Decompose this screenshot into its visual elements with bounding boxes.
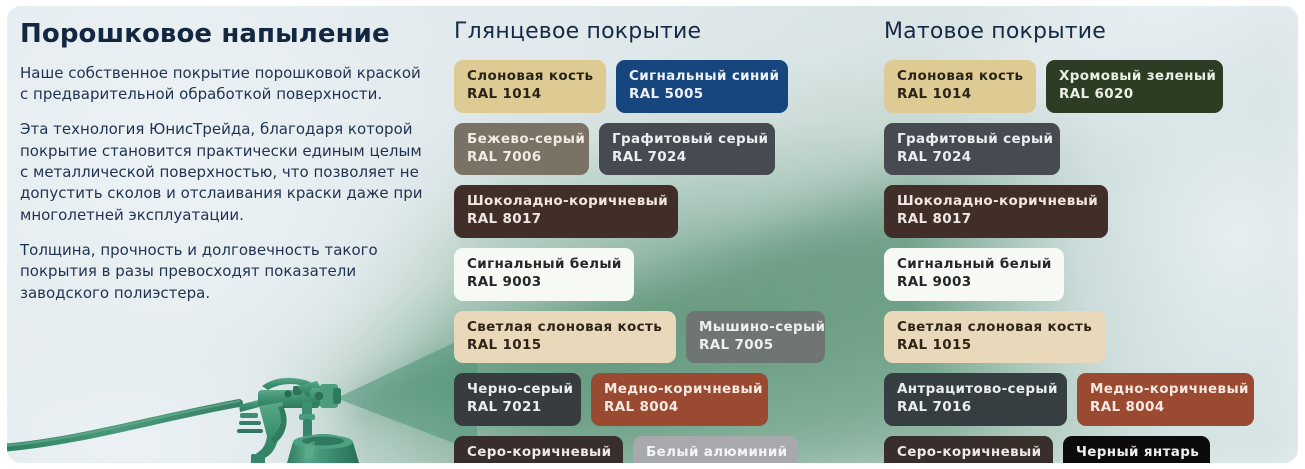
swatch-row: Светлая слоновая кость RAL 1015 Мышино-сер… [454, 310, 854, 364]
color-swatch-name: Медно-коричневый [604, 381, 763, 398]
color-swatch-name: Шоколадно-коричневый [467, 193, 669, 210]
color-swatch-name: Графитовый серый [612, 130, 769, 147]
intro-panel: Порошковое напыление Наше собственное по… [20, 19, 432, 304]
color-swatch-name: Слоновая кость [467, 68, 594, 85]
swatch-row: Слоновая кость RAL 1014 Хромовый зеленый RA… [884, 60, 1284, 113]
color-swatch[interactable]: Черный янтарь RAL 9005 [1063, 435, 1210, 463]
color-swatch[interactable]: Серо-коричневый RAL 8019 [454, 435, 623, 463]
color-swatch-name: Хромовый зеленый [1059, 68, 1217, 85]
intro-paragraph-2: Эта технология ЮнисТрейда, благодаря кот… [20, 120, 423, 224]
color-swatch-name: Медно-коричневый [1090, 381, 1249, 398]
color-swatch-code: RAL 7005 [699, 336, 774, 353]
swatch-row: Слоновая кость RAL 1014 Сигнальный синий RA… [454, 60, 854, 113]
swatch-row: Сигнальный белый RAL 9003 [454, 248, 854, 301]
color-swatch-code: RAL 7016 [897, 399, 972, 416]
color-swatch-code: RAL 8004 [1090, 399, 1165, 416]
spray-gun-illustration [7, 332, 477, 463]
color-swatch-code: RAL 7006 [467, 148, 542, 165]
color-swatch-code: RAL 7024 [612, 148, 687, 165]
swatch-row: Антрацитово-серый RAL 7016 Медно-коричневы… [884, 373, 1284, 426]
color-swatch-code: RAL 9006 [646, 462, 785, 463]
color-swatch-name: Черный янтарь [1076, 443, 1200, 460]
color-swatch-code: RAL 9003 [897, 273, 972, 290]
paint-cup [287, 434, 359, 463]
color-swatch-name: Серо-коричневый [897, 443, 1042, 460]
color-swatch-code: RAL 1014 [897, 86, 972, 102]
color-swatch-name: Слоновая кость [897, 68, 1024, 85]
matte-swatch-list: Слоновая кость RAL 1014 Хромовый зеленый RA… [884, 60, 1284, 463]
swatch-row: Шоколадно-коричневый RAL 8017 [884, 185, 1284, 239]
color-swatch-code: RAL 8019 [897, 462, 1040, 463]
color-swatch-code: RAL 6020 [1059, 86, 1134, 102]
color-swatch[interactable]: Графитовый серый RAL 7024 [884, 122, 1060, 176]
color-swatch-code: RAL 5005 [629, 86, 704, 102]
color-swatch-code: RAL 9003 [467, 273, 542, 290]
hose-highlight [7, 399, 241, 447]
color-swatch-code: RAL 8017 [897, 211, 972, 228]
color-swatch[interactable]: Хромовый зеленый RAL 6020 [1046, 60, 1223, 113]
color-swatch[interactable]: Слоновая кость RAL 1014 [884, 60, 1036, 113]
color-swatch-name: Светлая слоновая кость [897, 318, 1093, 335]
color-swatch-name: Сигнальный синий [629, 68, 780, 85]
color-swatch-name: Мышино-серый [699, 318, 826, 335]
swatch-row: Шоколадно-коричневый RAL 8017 [454, 185, 854, 239]
matte-coating-column: Матовое покрытие Слоновая кость RAL 1014 Х… [884, 19, 1284, 463]
color-swatch[interactable]: Сигнальный белый RAL 9003 [884, 248, 1064, 301]
color-swatch-name: Сигнальный белый [467, 256, 622, 273]
color-swatch[interactable]: Графитовый серый RAL 7024 [599, 122, 775, 176]
color-swatch-code: RAL 9005 [1076, 462, 1197, 463]
color-swatch-code: RAL 7024 [897, 148, 972, 165]
color-swatch-code: RAL 1015 [897, 336, 972, 353]
color-swatch[interactable]: Бежево-серый RAL 7006 [454, 122, 589, 176]
color-swatch-code: RAL 1014 [467, 86, 542, 102]
color-swatch-name: Черно-серый [467, 381, 574, 398]
color-swatch-name: Сигнальный белый [897, 256, 1052, 273]
color-swatch[interactable]: Антрацитово-серый RAL 7016 [884, 373, 1067, 426]
glossy-swatch-list: Слоновая кость RAL 1014 Сигнальный синий RA… [454, 60, 854, 463]
swatch-row: Сигнальный белый RAL 9003 [884, 248, 1284, 301]
intro-paragraph-1: Наше собственное покрытие порошковой кра… [20, 63, 421, 104]
color-swatch-name: Антрацитово-серый [897, 381, 1058, 398]
matte-coating-title: Матовое покрытие [884, 19, 1107, 44]
hose [7, 399, 243, 452]
page-title: Порошковое напыление [20, 19, 390, 49]
glossy-coating-title: Глянцевое покрытие [454, 19, 702, 44]
glossy-coating-column: Глянцевое покрытие Слоновая кость RAL 101… [454, 19, 854, 463]
swatch-row: Светлая слоновая кость RAL 1015 [884, 310, 1284, 364]
color-swatch[interactable]: Белый алюминий RAL 9006 [633, 435, 798, 463]
color-swatch-name: Шоколадно-коричневый [897, 193, 1099, 210]
color-swatch[interactable]: Мышино-серый RAL 7005 [686, 310, 826, 364]
color-swatch-name: Серо-коричневый [467, 443, 612, 460]
intro-paragraph-3: Толщина, прочность и долговечность таког… [20, 240, 378, 302]
color-swatch[interactable]: Светлая слоновая кость RAL 1015 [884, 310, 1106, 364]
color-swatch-name: Бежево-серый [467, 130, 586, 147]
color-swatch-code: RAL 8019 [467, 462, 610, 463]
color-swatch[interactable]: Медно-коричневый RAL 8004 [1077, 373, 1254, 426]
gun-body [237, 377, 341, 463]
color-swatch[interactable]: Сигнальный белый RAL 9003 [454, 248, 634, 301]
color-swatch[interactable]: Сигнальный синий RAL 5005 [616, 60, 788, 113]
color-swatch-name: Графитовый серый [897, 130, 1054, 147]
color-swatch-code: RAL 8004 [604, 399, 679, 416]
swatch-row: Бежево-серый RAL 7006 Графитовый серый RAL … [454, 122, 854, 176]
color-swatch[interactable]: Серо-коричневый RAL 8019 [884, 435, 1053, 463]
color-swatch[interactable]: Шоколадно-коричневый RAL 8017 [884, 185, 1108, 239]
powder-coating-card: Порошковое напыление Наше собственное по… [7, 6, 1298, 463]
color-swatch[interactable]: Черно-серый RAL 7021 [454, 373, 581, 426]
color-swatch-code: RAL 7021 [467, 399, 542, 416]
color-swatch[interactable]: Шоколадно-коричневый RAL 8017 [454, 185, 678, 239]
color-swatch[interactable]: Светлая слоновая кость RAL 1015 [454, 310, 676, 364]
swatch-row: Серо-коричневый RAL 8019 Белый алюминий RAL… [454, 435, 854, 463]
color-swatch[interactable]: Слоновая кость RAL 1014 [454, 60, 606, 113]
color-swatch[interactable]: Медно-коричневый RAL 8004 [591, 373, 768, 426]
color-swatch-name: Светлая слоновая кость [467, 318, 663, 335]
color-swatch-name: Белый алюминий [646, 443, 788, 460]
swatch-row: Серо-коричневый RAL 8019 Черный янтарь RAL … [884, 435, 1284, 463]
swatch-row: Графитовый серый RAL 7024 [884, 122, 1284, 176]
color-swatch-code: RAL 8017 [467, 211, 542, 228]
color-swatch-code: RAL 1015 [467, 336, 542, 353]
swatch-row: Черно-серый RAL 7021 Медно-коричневый RAL 8… [454, 373, 854, 426]
